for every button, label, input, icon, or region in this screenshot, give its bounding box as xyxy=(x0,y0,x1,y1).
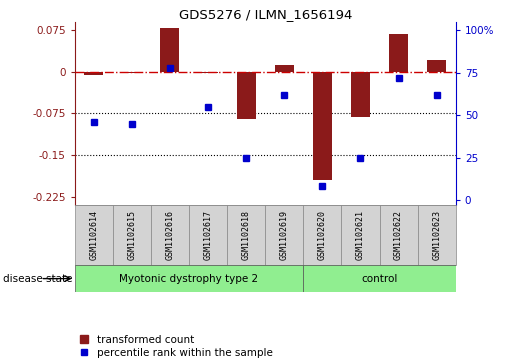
Bar xyxy=(389,34,408,72)
Bar xyxy=(427,60,446,72)
Text: GSM1102614: GSM1102614 xyxy=(89,210,98,260)
Bar xyxy=(418,205,456,265)
Bar xyxy=(274,65,294,72)
Text: Myotonic dystrophy type 2: Myotonic dystrophy type 2 xyxy=(119,274,259,284)
Bar xyxy=(151,205,189,265)
Text: GSM1102623: GSM1102623 xyxy=(432,210,441,260)
Bar xyxy=(75,265,303,292)
Text: GSM1102615: GSM1102615 xyxy=(127,210,136,260)
Text: GSM1102616: GSM1102616 xyxy=(165,210,175,260)
Text: GSM1102619: GSM1102619 xyxy=(280,210,289,260)
Bar xyxy=(351,72,370,117)
Bar xyxy=(227,205,265,265)
Bar xyxy=(236,72,255,119)
Text: GSM1102622: GSM1102622 xyxy=(394,210,403,260)
Bar xyxy=(380,205,418,265)
Bar xyxy=(122,72,141,73)
Title: GDS5276 / ILMN_1656194: GDS5276 / ILMN_1656194 xyxy=(179,8,352,21)
Bar xyxy=(341,205,380,265)
Text: GSM1102618: GSM1102618 xyxy=(242,210,251,260)
Legend: transformed count, percentile rank within the sample: transformed count, percentile rank withi… xyxy=(80,335,272,358)
Bar xyxy=(160,28,179,72)
Bar xyxy=(84,72,103,74)
Text: GSM1102617: GSM1102617 xyxy=(203,210,213,260)
Text: disease state: disease state xyxy=(3,274,72,284)
Text: GSM1102621: GSM1102621 xyxy=(356,210,365,260)
Bar xyxy=(265,205,303,265)
Bar xyxy=(303,265,456,292)
Bar xyxy=(303,205,341,265)
Bar xyxy=(75,205,113,265)
Bar xyxy=(313,72,332,180)
Bar xyxy=(198,72,217,73)
Bar xyxy=(113,205,151,265)
Text: GSM1102620: GSM1102620 xyxy=(318,210,327,260)
Text: control: control xyxy=(362,274,398,284)
Bar xyxy=(189,205,227,265)
